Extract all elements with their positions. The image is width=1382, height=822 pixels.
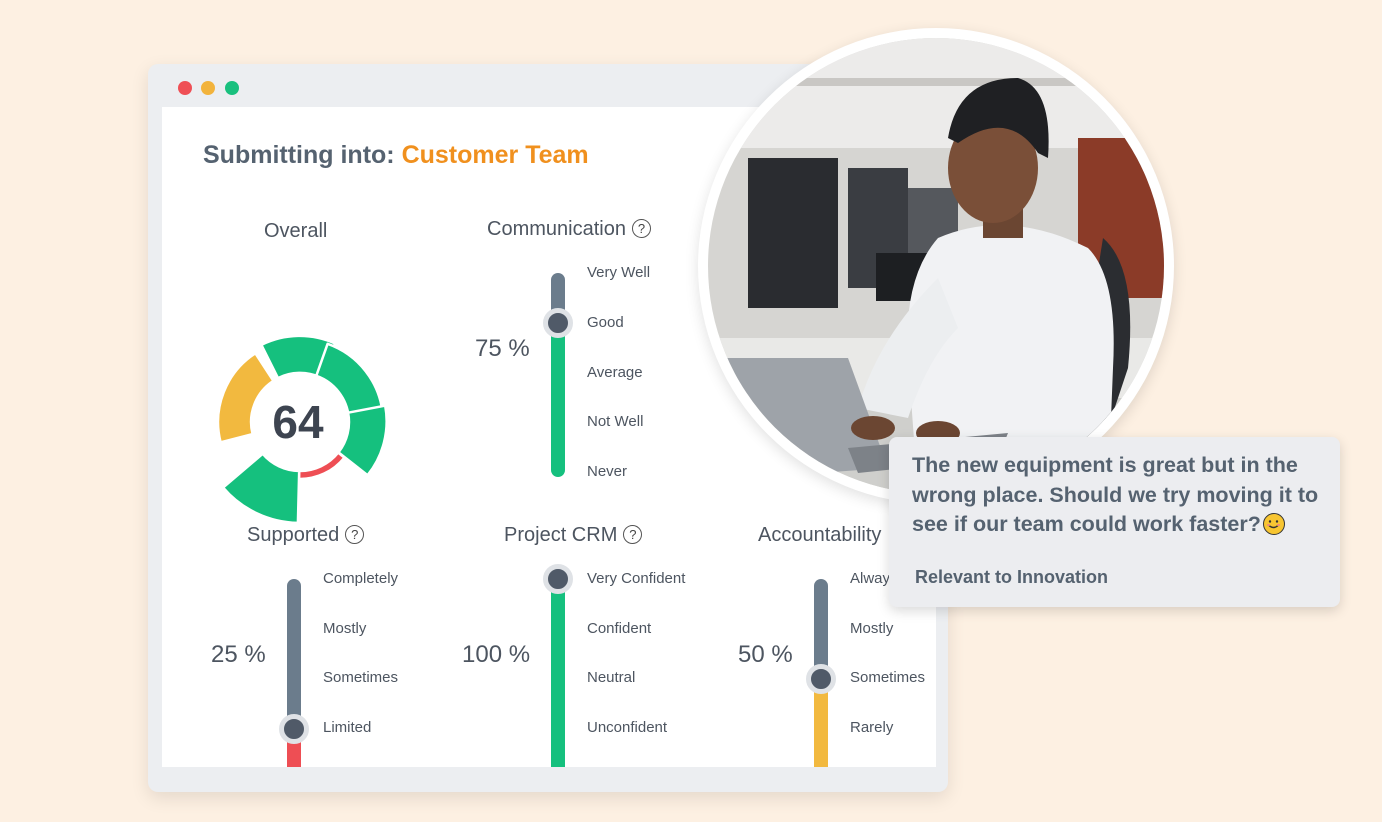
comment-card[interactable]: The new equipment is great but in the wr… — [889, 437, 1340, 607]
help-icon[interactable]: ? — [345, 525, 365, 544]
project-crm-slider-track[interactable] — [551, 569, 565, 767]
slider-track-fill — [551, 319, 565, 477]
photo-illustration — [708, 38, 1164, 494]
overall-score: 64 — [272, 396, 324, 448]
option-label[interactable]: Always — [850, 570, 898, 587]
option-label[interactable]: Very Well — [587, 264, 651, 281]
accountability-label: Accountability — [758, 524, 882, 546]
option-label[interactable]: Confident — [587, 620, 652, 637]
option-label[interactable]: Rarely — [850, 719, 894, 736]
option-label[interactable]: Limited — [323, 719, 372, 736]
slider-track-unfilled — [287, 579, 301, 725]
option-label[interactable]: Never — [587, 463, 628, 480]
option-label[interactable]: Unconfident — [587, 719, 668, 736]
project-crm-slider-handle[interactable] — [543, 564, 573, 594]
project-crm-percent: 100 % — [462, 641, 531, 668]
project-crm-label: Project CRM? — [504, 524, 643, 547]
smiling-face-icon — [1262, 513, 1285, 535]
donut-segment-green-bottom — [221, 452, 301, 525]
option-label[interactable]: Mostly — [323, 620, 367, 637]
comment-text: The new equipment is great but in the wr… — [912, 453, 1319, 536]
slider-track-unfilled — [551, 273, 565, 319]
donut-segment-green-right-upper — [315, 342, 385, 419]
overall-label: Overall — [264, 220, 328, 242]
accountability-slider-track[interactable] — [814, 579, 828, 767]
employee-photo — [698, 28, 1174, 504]
slider-track-fill — [814, 676, 828, 767]
communication-slider-track[interactable] — [551, 273, 565, 477]
help-icon[interactable]: ? — [623, 525, 643, 544]
option-label[interactable]: Very Confident — [587, 570, 686, 587]
option-label[interactable]: Neutral — [587, 669, 636, 686]
slider-track-unfilled — [814, 579, 828, 676]
communication-label: Communication? — [487, 218, 651, 241]
team-name[interactable]: Customer Team — [401, 141, 589, 169]
supported-slider-handle[interactable] — [279, 714, 309, 744]
option-label[interactable]: Good — [587, 314, 624, 331]
option-label[interactable]: Completely — [323, 570, 399, 587]
slider-track-fill — [551, 569, 565, 767]
page-title: Submitting into: Customer Team — [203, 141, 589, 170]
option-label[interactable]: Not Well — [587, 413, 644, 430]
option-label[interactable]: Sometimes — [850, 669, 926, 686]
accountability-slider-handle[interactable] — [806, 664, 836, 694]
donut-segment-red — [297, 451, 346, 481]
communication-slider-handle[interactable] — [543, 308, 573, 338]
window-minimize-dot[interactable] — [201, 81, 215, 95]
option-label[interactable]: Sometimes — [323, 669, 399, 686]
donut-segment-green-top — [260, 334, 337, 380]
accountability-percent: 50 % — [738, 641, 793, 668]
title-prefix: Submitting into: — [203, 141, 395, 169]
communication-percent: 75 % — [475, 335, 530, 362]
comment-tag[interactable]: Relevant to Innovation — [915, 567, 1109, 587]
window-maximize-dot[interactable] — [225, 81, 239, 95]
window-close-dot[interactable] — [178, 81, 192, 95]
supported-label: Supported? — [247, 524, 365, 547]
option-label[interactable]: Mostly — [850, 620, 894, 637]
donut-segment-yellow — [216, 352, 275, 444]
overall-donut-chart: 64 — [216, 334, 388, 525]
donut-segment-green-right-lower — [337, 404, 388, 477]
option-label[interactable]: Average — [587, 364, 643, 381]
help-icon[interactable]: ? — [631, 219, 651, 238]
supported-percent: 25 % — [211, 641, 266, 668]
